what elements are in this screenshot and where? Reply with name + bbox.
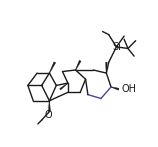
Polygon shape [60,83,68,90]
Polygon shape [49,101,50,112]
Text: O: O [44,110,52,120]
Polygon shape [106,62,107,73]
Polygon shape [49,62,56,73]
Polygon shape [111,87,119,90]
Text: Si: Si [112,42,121,52]
Polygon shape [75,60,81,70]
Text: OH: OH [121,84,136,94]
